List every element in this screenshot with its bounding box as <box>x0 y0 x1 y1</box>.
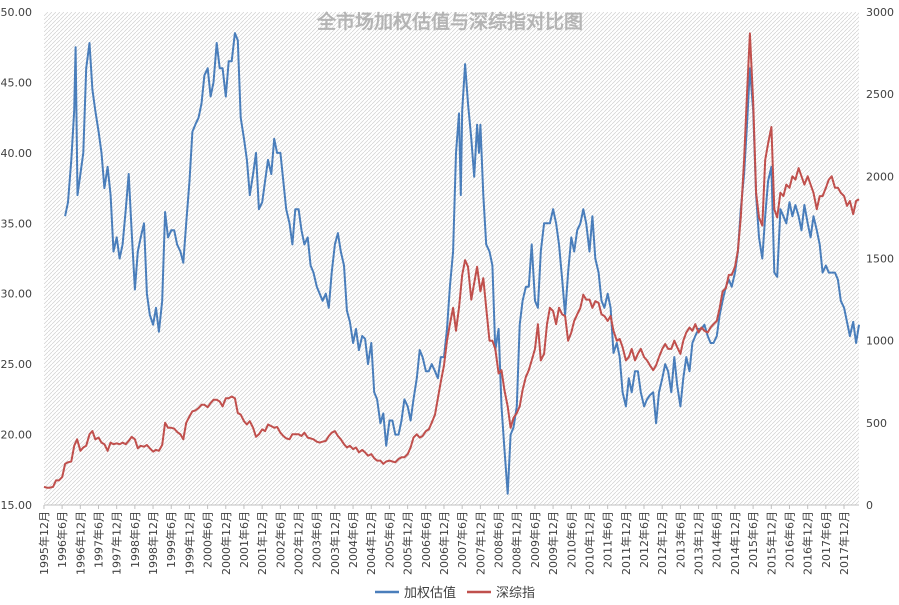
y-left-tick-label: 30.00 <box>1 288 33 301</box>
x-axis: 1995年12月 1996年6月 1996年12月 1997年6月 1997年12月 19… <box>37 505 851 575</box>
y-left-tick-label: 25.00 <box>1 358 33 371</box>
y-left-tick-label: 50.00 <box>1 6 33 19</box>
series-line-shenzhen-index <box>43 32 860 489</box>
x-tick-label: 2013年6月 <box>673 511 687 568</box>
x-tick-label: 1996年12月 <box>73 511 87 575</box>
x-tick-label: 2010年6月 <box>564 511 578 568</box>
x-tick-label: 2008年12月 <box>510 511 524 575</box>
x-tick-label: 2016年12月 <box>801 511 815 575</box>
x-tick-label: 2003年12月 <box>328 511 342 575</box>
x-tick-label: 2000年6月 <box>201 511 215 568</box>
x-tick-label: 2004年6月 <box>346 511 360 568</box>
x-tick-label: 2012年12月 <box>655 511 669 575</box>
x-tick-label: 2017年12月 <box>837 511 851 575</box>
x-tick-label: 2003年6月 <box>310 511 324 568</box>
x-tick-label: 2009年12月 <box>546 511 560 575</box>
x-tick-label: 2012年6月 <box>637 511 651 568</box>
y-right-tick-label: 500 <box>866 417 887 430</box>
y-right-tick-label: 0 <box>866 499 873 512</box>
left-axis: 15.00 20.00 25.00 30.00 35.00 40.00 45.00 50.00 <box>1 6 33 512</box>
x-tick-label: 2001年6月 <box>237 511 251 568</box>
x-tick-label: 2008年6月 <box>492 511 506 568</box>
x-tick-label: 2007年6月 <box>455 511 469 568</box>
y-right-tick-label: 2500 <box>866 88 894 101</box>
y-left-tick-label: 35.00 <box>1 217 33 230</box>
x-tick-label: 2004年12月 <box>364 511 378 575</box>
x-tick-label: 2000年12月 <box>219 511 233 575</box>
y-left-tick-label: 40.00 <box>1 147 33 160</box>
y-left-tick-label: 45.00 <box>1 76 33 89</box>
x-tick-label: 2016年6月 <box>782 511 796 568</box>
x-tick-label: 2006年12月 <box>437 511 451 575</box>
x-tick-label: 1998年6月 <box>128 511 142 568</box>
x-tick-label: 2013年12月 <box>692 511 706 575</box>
right-axis: 0 500 1000 1500 2000 2500 3000 <box>866 6 894 512</box>
x-tick-label: 2001年12月 <box>255 511 269 575</box>
x-tick-label: 1998年12月 <box>146 511 160 575</box>
x-tick-label: 2009年6月 <box>528 511 542 568</box>
x-tick-label: 2017年6月 <box>819 511 833 568</box>
chart-title: 全市场加权估值与深综指对比图 <box>316 10 583 33</box>
x-tick-label: 2005年6月 <box>382 511 396 568</box>
x-tick-label: 1995年12月 <box>37 511 51 575</box>
x-tick-label: 2007年12月 <box>473 511 487 575</box>
y-right-tick-label: 1500 <box>866 253 894 266</box>
legend-label-weighted-valuation: 加权估值 <box>404 585 456 601</box>
x-tick-label: 2015年6月 <box>746 511 760 568</box>
x-tick-label: 2002年6月 <box>273 511 287 568</box>
y-left-tick-label: 20.00 <box>1 429 33 442</box>
x-tick-label: 2014年6月 <box>710 511 724 568</box>
series-layer <box>43 32 860 495</box>
x-tick-label: 2015年12月 <box>764 511 778 575</box>
x-tick-label: 2006年6月 <box>419 511 433 568</box>
y-right-tick-label: 1000 <box>866 335 894 348</box>
x-tick-label: 1997年6月 <box>91 511 105 568</box>
x-tick-label: 2011年6月 <box>601 511 615 568</box>
x-tick-label: 2005年12月 <box>401 511 415 575</box>
y-right-tick-label: 3000 <box>866 6 894 19</box>
x-tick-label: 1999年12月 <box>182 511 196 575</box>
x-tick-label: 2010年12月 <box>582 511 596 575</box>
x-tick-label: 2002年12月 <box>292 511 306 575</box>
legend: 加权估值 深综指 <box>375 585 535 601</box>
x-tick-label: 1996年6月 <box>55 511 69 568</box>
x-tick-label: 1999年6月 <box>164 511 178 568</box>
x-tick-label: 2014年12月 <box>728 511 742 575</box>
y-right-tick-label: 2000 <box>866 170 894 183</box>
x-tick-label: 2011年12月 <box>619 511 633 575</box>
y-left-tick-label: 15.00 <box>1 499 33 512</box>
x-tick-label: 1997年12月 <box>110 511 124 575</box>
legend-label-shenzhen-index: 深综指 <box>496 586 535 601</box>
